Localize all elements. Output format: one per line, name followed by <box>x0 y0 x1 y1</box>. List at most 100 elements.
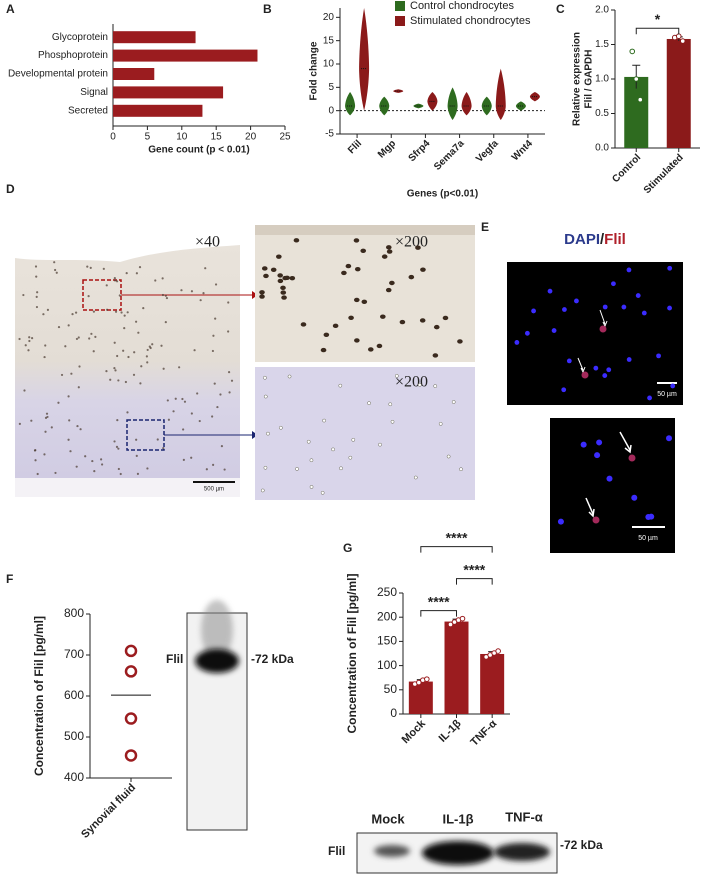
cell <box>266 431 270 436</box>
cell <box>300 322 307 327</box>
x-tick-label: Sfrp4 <box>407 138 433 164</box>
cell <box>154 279 157 282</box>
cell <box>45 412 49 415</box>
cell <box>135 272 138 275</box>
fluorescence-image <box>507 262 683 405</box>
cell <box>18 337 21 341</box>
cell <box>122 349 125 352</box>
bar <box>624 76 649 148</box>
category-label: Signal <box>80 87 108 98</box>
zoom-box <box>82 279 122 311</box>
cell <box>164 320 167 324</box>
cell <box>281 295 287 300</box>
cell <box>60 373 64 377</box>
y-tick-label: 500 <box>64 729 84 743</box>
cell <box>214 283 218 286</box>
nucleus <box>561 387 567 393</box>
cell <box>133 351 136 354</box>
y-tick-label: 400 <box>64 770 84 784</box>
fluorescence-image <box>550 418 675 553</box>
cell <box>44 344 47 347</box>
title-part: / <box>600 231 605 248</box>
cell <box>353 297 360 303</box>
x-tick-label: 0 <box>110 132 116 143</box>
cell <box>109 378 112 381</box>
cell <box>146 467 149 470</box>
violin <box>461 92 472 116</box>
nucleus <box>593 365 599 371</box>
data-point <box>124 749 138 762</box>
cell <box>332 323 339 329</box>
cell <box>100 458 103 461</box>
cell <box>146 361 149 364</box>
nucleus <box>602 304 608 310</box>
cell <box>367 401 371 406</box>
cell <box>289 275 296 281</box>
cell <box>135 454 138 457</box>
category-label: Secreted <box>68 105 108 116</box>
cell <box>22 293 25 297</box>
cell <box>295 467 299 471</box>
cell <box>442 315 449 321</box>
cell <box>35 305 39 309</box>
panel-letter: F <box>6 572 13 586</box>
cell <box>354 338 360 343</box>
magnification: ×200 <box>395 234 428 251</box>
x-tick-label: IL-1β <box>437 717 464 744</box>
bar <box>444 621 469 714</box>
title-part: Flil <box>604 231 626 248</box>
blot-protein: Flil <box>328 844 345 858</box>
nucleus <box>566 358 572 364</box>
data-point <box>124 644 138 658</box>
cell <box>140 365 143 368</box>
panel-letter: A <box>6 2 15 16</box>
blot-band <box>422 841 494 865</box>
cell <box>36 472 39 476</box>
cell <box>345 263 352 269</box>
cell <box>212 334 215 337</box>
nucleus <box>611 281 616 287</box>
cell <box>219 393 222 396</box>
violin <box>447 87 458 120</box>
x-tick-label: 5 <box>145 132 151 143</box>
nucleus <box>641 310 647 316</box>
y-tick-label: 100 <box>377 658 397 672</box>
data-point <box>675 33 682 40</box>
data-point <box>629 48 636 55</box>
cell <box>57 325 61 329</box>
cell <box>277 278 284 284</box>
nucleus <box>602 373 608 378</box>
fluorescence-panel: DAPI/Flil 50 µm 50 µm <box>507 231 683 553</box>
legend-swatch <box>395 1 405 11</box>
cell <box>55 271 58 274</box>
data-point <box>124 665 138 678</box>
cell <box>280 285 286 291</box>
cell <box>115 445 119 448</box>
cell <box>117 447 120 450</box>
cell <box>385 287 392 293</box>
cell <box>50 426 53 429</box>
cell <box>156 438 159 441</box>
nucleus <box>670 383 676 389</box>
cell <box>388 402 393 407</box>
cell <box>127 355 130 359</box>
cell <box>57 401 60 404</box>
scale-bar-label: 50 µm <box>657 391 677 398</box>
significance-bracket <box>635 27 680 35</box>
cell <box>27 349 30 352</box>
x-tick-label: 25 <box>279 132 291 143</box>
nucleus <box>666 435 673 442</box>
bar <box>113 86 224 99</box>
significance-label: **** <box>463 561 485 577</box>
cell <box>381 254 388 259</box>
cell <box>24 344 27 347</box>
y-tick-label: 2.0 <box>595 5 609 16</box>
cell <box>172 410 175 413</box>
x-tick-label: Vegfa <box>474 138 501 165</box>
y-tick-label: 700 <box>64 647 84 661</box>
cell <box>378 442 382 447</box>
cell <box>446 454 451 459</box>
blot-size: -72 kDa <box>251 652 294 666</box>
cell <box>18 422 21 425</box>
